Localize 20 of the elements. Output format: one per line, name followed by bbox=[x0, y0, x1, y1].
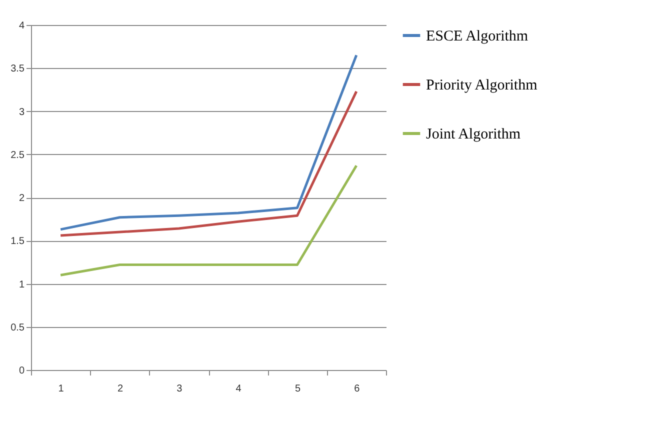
y-tick-label: 4 bbox=[18, 20, 25, 32]
legend-label: ESCE Algorithm bbox=[426, 28, 528, 44]
y-tick-label: 0 bbox=[18, 366, 25, 376]
x-tick-label: 5 bbox=[294, 384, 301, 394]
line-series bbox=[59, 90, 358, 237]
y-tick-label: 1.5 bbox=[10, 236, 25, 248]
legend-label: Priority Algorithm bbox=[426, 78, 538, 94]
y-tick-label: 2 bbox=[18, 193, 25, 204]
x-tick-label: 4 bbox=[236, 384, 242, 394]
y-tick-label: 3.5 bbox=[10, 64, 25, 75]
y-tick-label: 3 bbox=[18, 106, 25, 118]
y-tick-label: 0.5 bbox=[10, 322, 25, 334]
y-tick-label: 2.5 bbox=[10, 150, 25, 161]
legend-label: Joint Algorithm bbox=[426, 126, 521, 142]
x-tick-label: 3 bbox=[176, 384, 183, 394]
line-series bbox=[59, 54, 358, 231]
x-tick-label: 2 bbox=[117, 384, 124, 394]
x-tick-label: 6 bbox=[354, 384, 360, 394]
x-tick-label: 1 bbox=[58, 384, 64, 394]
y-tick-label: 1 bbox=[18, 279, 25, 290]
